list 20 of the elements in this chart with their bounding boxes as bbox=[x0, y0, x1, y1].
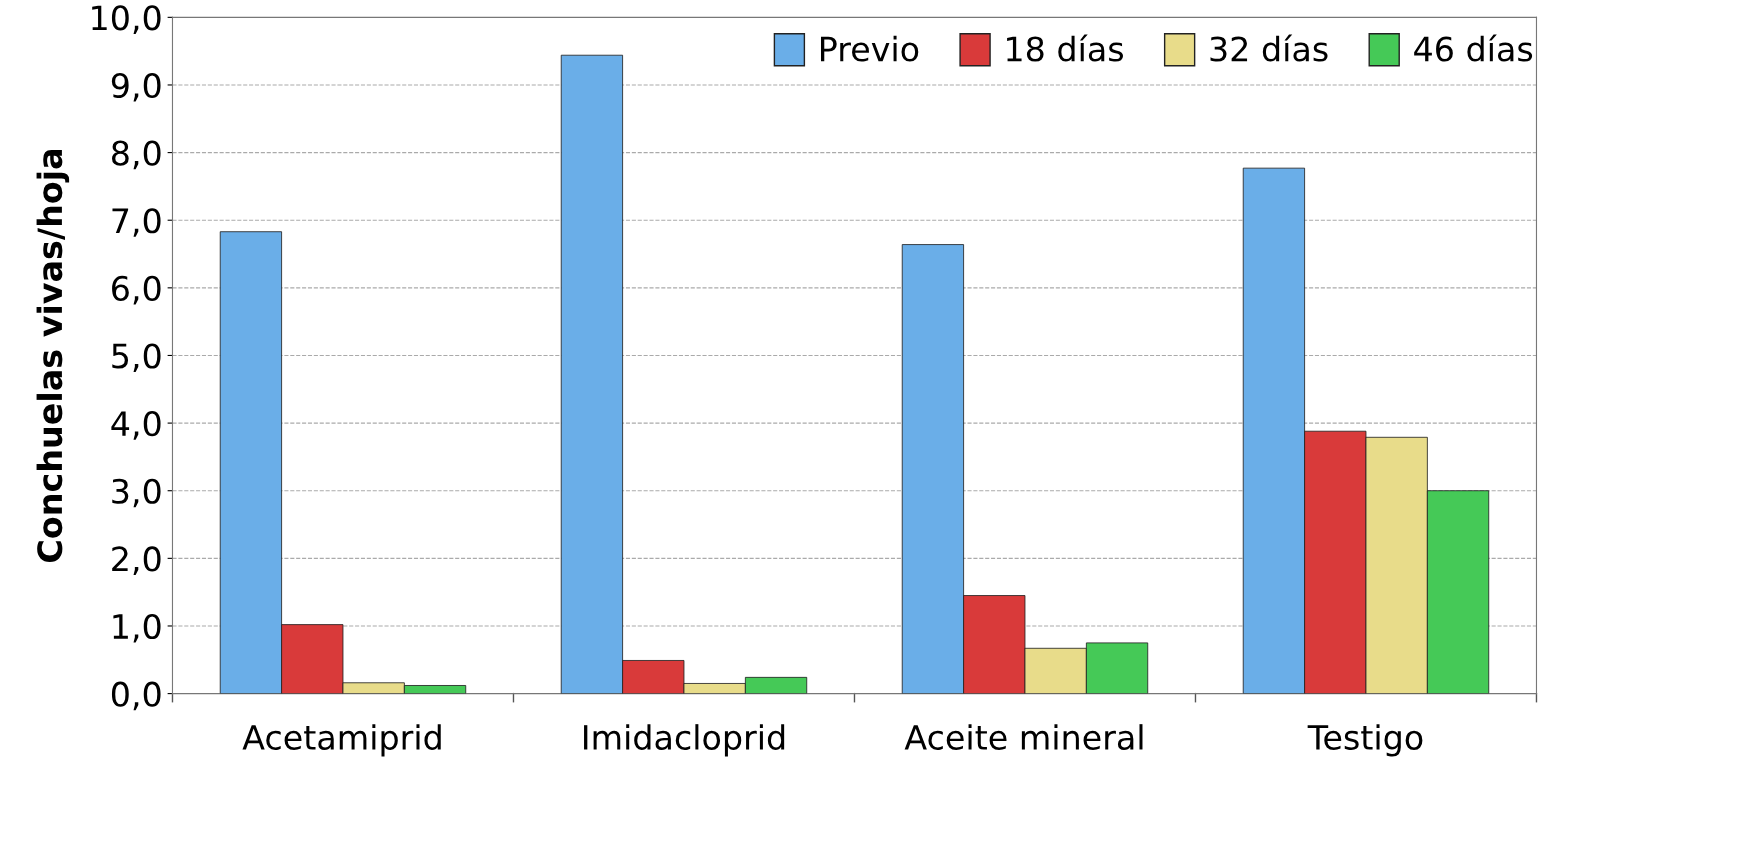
x-tick-label: Aceite mineral bbox=[904, 724, 1143, 750]
y-tick-label: 1,0 bbox=[113, 613, 161, 643]
y-tick-label: 4,0 bbox=[111, 411, 161, 440]
y-tick-label: 7,0 bbox=[112, 208, 161, 237]
y-tick-label: 0,0 bbox=[111, 681, 161, 711]
y-tick-label: 2,0 bbox=[112, 546, 161, 575]
x-tick-label: Testigo bbox=[1307, 724, 1423, 757]
y-tick-label: 9,0 bbox=[111, 72, 161, 102]
y-tick-label: 6,0 bbox=[112, 275, 161, 305]
legend-label: Previo bbox=[820, 35, 919, 62]
y-tick-label: 8,0 bbox=[112, 140, 161, 170]
x-tick-label: Imidacloprid bbox=[584, 724, 785, 757]
y-tick-label: 10,0 bbox=[92, 5, 161, 34]
x-tick-label: Acetamiprid bbox=[242, 724, 441, 757]
y-tick-label: 5,0 bbox=[112, 343, 161, 373]
legend-label: 32 días bbox=[1210, 34, 1328, 62]
legend-label: 46 días bbox=[1414, 34, 1533, 62]
legend-label: 18 días bbox=[1007, 34, 1124, 62]
y-tick-label: 3,0 bbox=[112, 478, 161, 508]
y-axis-title: Conchuelas vivas/hoja bbox=[36, 149, 70, 562]
